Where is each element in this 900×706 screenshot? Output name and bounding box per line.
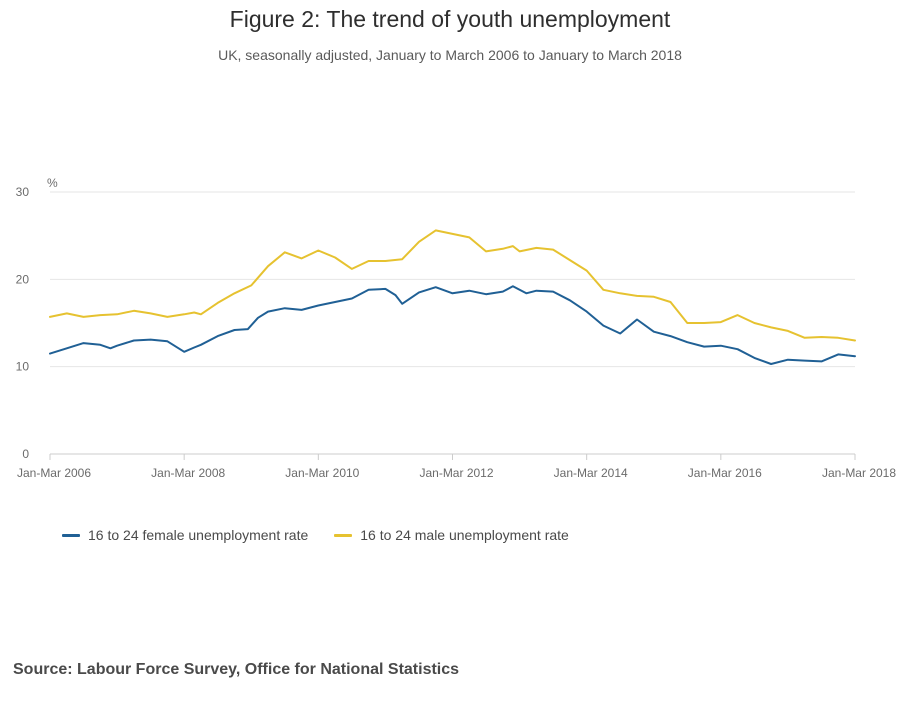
- chart-title: Figure 2: The trend of youth unemploymen…: [229, 6, 671, 32]
- series-lines: [49, 229, 856, 365]
- x-tick-label: Jan-Mar 2018: [822, 466, 896, 480]
- legend-item-female: 16 to 24 female unemployment rate: [62, 527, 308, 543]
- x-tick-label: Jan-Mar 2016: [688, 466, 762, 480]
- x-tick-label: Jan-Mar 2012: [419, 466, 493, 480]
- y-tick-label: 20: [16, 272, 30, 286]
- x-axis: Jan-Mar 2006 Jan-Mar 2008 Jan-Mar 2010 Jan-…: [17, 454, 896, 480]
- legend-swatch-male: [334, 533, 353, 537]
- legend-swatch-female: [62, 533, 80, 537]
- x-tick-label: Jan-Mar 2008: [151, 466, 225, 480]
- legend: 16 to 24 female unemployment rate 16 to …: [62, 527, 569, 543]
- x-tick-label: Jan-Mar 2014: [554, 466, 628, 480]
- y-tick-label: 30: [16, 185, 30, 199]
- y-tick-label: 10: [16, 360, 30, 374]
- chart-subtitle: UK, seasonally adjusted, January to Marc…: [218, 47, 682, 63]
- legend-item-male: 16 to 24 male unemployment rate: [334, 527, 569, 543]
- y-axis-unit: %: [47, 176, 58, 190]
- legend-label-male: 16 to 24 male unemployment rate: [360, 527, 569, 543]
- gridlines: [50, 191, 855, 455]
- legend-label-female: 16 to 24 female unemployment rate: [88, 527, 309, 543]
- x-tick-label: Jan-Mar 2010: [285, 466, 359, 480]
- source-note: Source: Labour Force Survey, Office for …: [13, 661, 460, 678]
- y-tick-label: 0: [22, 447, 29, 461]
- y-axis: 0 10 20 30%: [16, 176, 58, 461]
- series-line-male: [49, 229, 856, 342]
- series-line-female: [49, 285, 856, 365]
- x-tick-label: Jan-Mar 2006: [17, 466, 91, 480]
